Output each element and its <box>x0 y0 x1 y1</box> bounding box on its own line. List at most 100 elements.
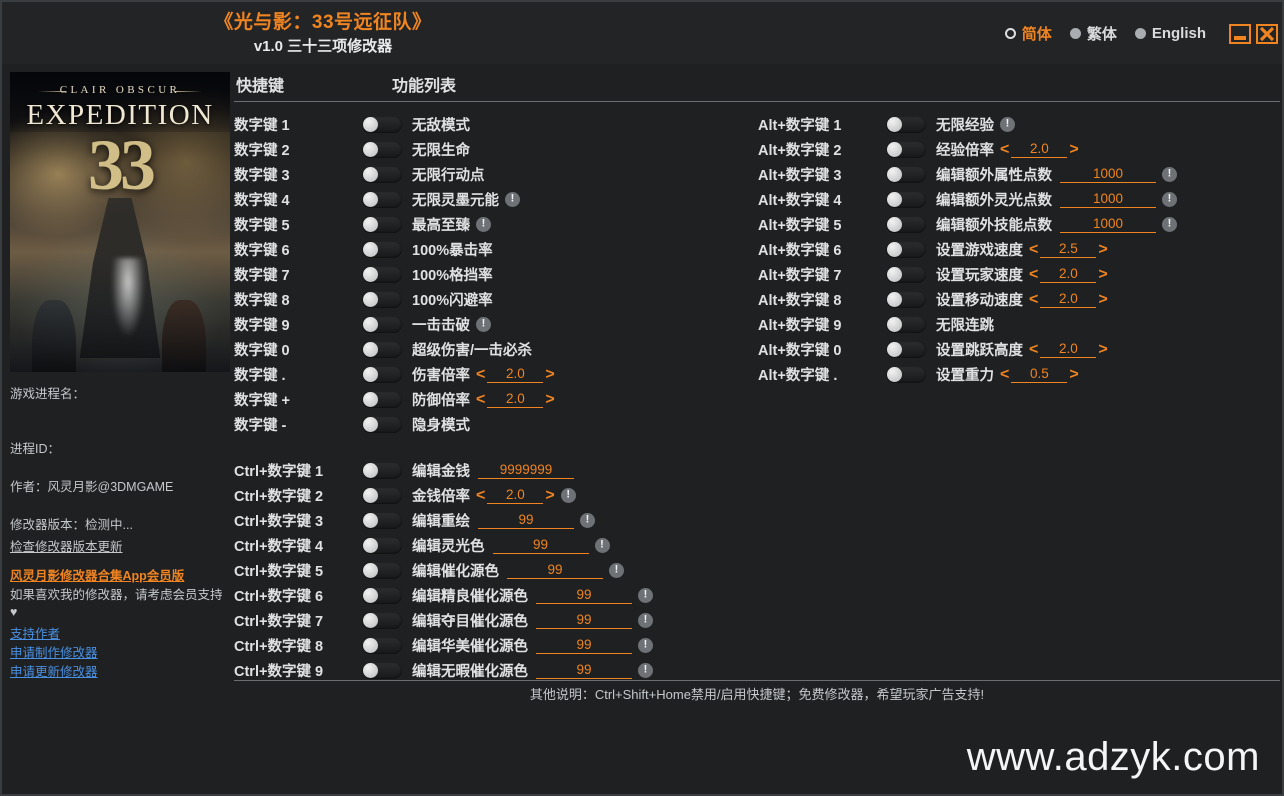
spinner-increment-icon[interactable]: > <box>1069 140 1079 158</box>
spinner-value[interactable]: 2.0 <box>487 391 544 408</box>
warning-icon[interactable]: ! <box>638 663 653 678</box>
request-trainer-link[interactable]: 申请制作修改器 <box>10 646 98 660</box>
value-input[interactable]: 1000 <box>1060 166 1156 183</box>
cheat-toggle[interactable] <box>362 291 402 308</box>
value-input[interactable]: 99 <box>536 662 632 679</box>
cheat-toggle[interactable] <box>362 416 402 433</box>
cheat-toggle[interactable] <box>886 116 926 133</box>
warning-icon[interactable]: ! <box>1162 167 1177 182</box>
spinner-increment-icon[interactable]: > <box>545 365 555 383</box>
warning-icon[interactable]: ! <box>594 538 610 553</box>
cheat-toggle[interactable] <box>886 241 926 258</box>
spinner-increment-icon[interactable]: > <box>545 390 555 408</box>
lang-option-english[interactable]: English <box>1134 25 1206 42</box>
warning-icon[interactable]: ! <box>1000 117 1015 132</box>
spinner-decrement-icon[interactable]: < <box>1029 290 1039 308</box>
value-input[interactable]: 9999999 <box>478 462 574 479</box>
cheat-toggle[interactable] <box>362 241 402 258</box>
cheat-toggle[interactable] <box>362 487 402 504</box>
warning-icon[interactable]: ! <box>609 563 624 578</box>
spinner-decrement-icon[interactable]: < <box>1029 265 1039 283</box>
minimize-icon[interactable] <box>1229 23 1251 44</box>
cheat-toggle[interactable] <box>886 141 926 158</box>
value-input[interactable]: 99 <box>536 637 632 654</box>
cheat-row: Ctrl+数字键 4 编辑灵光色 99! <box>234 533 754 558</box>
support-note: 如果喜欢我的修改器，请考虑会员支持 ♥ <box>10 588 223 619</box>
warning-icon[interactable]: ! <box>476 317 491 332</box>
toggle-knob <box>887 117 902 132</box>
cheat-toggle[interactable] <box>362 662 402 679</box>
lang-option-simplified[interactable]: 简体 <box>1004 23 1052 44</box>
spinner-decrement-icon[interactable]: < <box>476 365 486 383</box>
spinner-decrement-icon[interactable]: < <box>1000 140 1010 158</box>
value-input[interactable]: 1000 <box>1060 216 1156 233</box>
cheat-toggle[interactable] <box>886 266 926 283</box>
warning-icon[interactable]: ! <box>1162 192 1177 207</box>
warning-icon[interactable]: ! <box>505 192 520 207</box>
close-icon[interactable] <box>1256 23 1278 44</box>
spinner-value[interactable]: 2.0 <box>487 487 544 504</box>
warning-icon[interactable]: ! <box>638 588 653 603</box>
cheat-toggle[interactable] <box>362 391 402 408</box>
warning-icon[interactable]: ! <box>638 613 653 628</box>
spinner-value[interactable]: 2.0 <box>1040 341 1097 358</box>
app-member-link[interactable]: 风灵月影修改器合集App会员版 <box>10 569 185 583</box>
check-update-link[interactable]: 检查修改器版本更新 <box>10 540 123 554</box>
cheat-toggle[interactable] <box>362 637 402 654</box>
value-input[interactable]: 1000 <box>1060 191 1156 208</box>
spinner-increment-icon[interactable]: > <box>1098 240 1108 258</box>
spinner-increment-icon[interactable]: > <box>545 486 555 504</box>
spinner-decrement-icon[interactable]: < <box>1000 365 1010 383</box>
value-input[interactable]: 99 <box>478 512 574 529</box>
spinner-decrement-icon[interactable]: < <box>476 390 486 408</box>
cheat-toggle[interactable] <box>362 562 402 579</box>
cheat-toggle[interactable] <box>362 612 402 629</box>
value-input[interactable]: 99 <box>492 537 589 554</box>
spinner-value[interactable]: 2.5 <box>1040 241 1097 258</box>
cheat-toggle[interactable] <box>362 191 402 208</box>
cheat-toggle[interactable] <box>886 191 926 208</box>
spinner-increment-icon[interactable]: > <box>1098 265 1108 283</box>
cheat-toggle[interactable] <box>362 141 402 158</box>
value-input[interactable]: 99 <box>536 587 632 604</box>
cheat-toggle[interactable] <box>362 266 402 283</box>
spinner-increment-icon[interactable]: > <box>1098 290 1108 308</box>
spinner-decrement-icon[interactable]: < <box>476 486 486 504</box>
cheat-toggle[interactable] <box>886 166 926 183</box>
support-author-link[interactable]: 支持作者 <box>10 627 61 641</box>
warning-icon[interactable]: ! <box>476 217 491 232</box>
spinner-value[interactable]: 2.0 <box>1011 141 1068 158</box>
lang-option-traditional[interactable]: 繁体 <box>1069 23 1117 44</box>
cheat-toggle[interactable] <box>886 291 926 308</box>
spinner-increment-icon[interactable]: > <box>1098 340 1108 358</box>
value-input[interactable]: 99 <box>536 612 632 629</box>
cheat-toggle[interactable] <box>362 341 402 358</box>
cheat-toggle[interactable] <box>362 537 402 554</box>
warning-icon[interactable]: ! <box>580 513 595 528</box>
cheat-toggle[interactable] <box>886 216 926 233</box>
warning-icon[interactable]: ! <box>1162 217 1177 232</box>
warning-icon[interactable]: ! <box>560 488 576 503</box>
spinner-decrement-icon[interactable]: < <box>1029 240 1039 258</box>
cheat-toggle[interactable] <box>362 462 402 479</box>
spinner-increment-icon[interactable]: > <box>1069 365 1079 383</box>
cheat-toggle[interactable] <box>362 587 402 604</box>
value-input[interactable]: 99 <box>507 562 603 579</box>
spinner-value[interactable]: 2.0 <box>1040 266 1097 283</box>
cheat-toggle[interactable] <box>362 166 402 183</box>
cheat-toggle[interactable] <box>362 116 402 133</box>
cover-number: 33 <box>88 125 156 205</box>
cheat-toggle[interactable] <box>886 341 926 358</box>
cheat-toggle[interactable] <box>886 316 926 333</box>
request-update-link[interactable]: 申请更新修改器 <box>10 665 98 679</box>
cheat-toggle[interactable] <box>362 316 402 333</box>
cheat-toggle[interactable] <box>362 216 402 233</box>
cheat-toggle[interactable] <box>886 366 926 383</box>
cheat-toggle[interactable] <box>362 512 402 529</box>
spinner-value[interactable]: 2.0 <box>487 366 544 383</box>
spinner-decrement-icon[interactable]: < <box>1029 340 1039 358</box>
cheat-toggle[interactable] <box>362 366 402 383</box>
spinner-value[interactable]: 0.5 <box>1011 366 1068 383</box>
spinner-value[interactable]: 2.0 <box>1040 291 1097 308</box>
warning-icon[interactable]: ! <box>638 638 653 653</box>
